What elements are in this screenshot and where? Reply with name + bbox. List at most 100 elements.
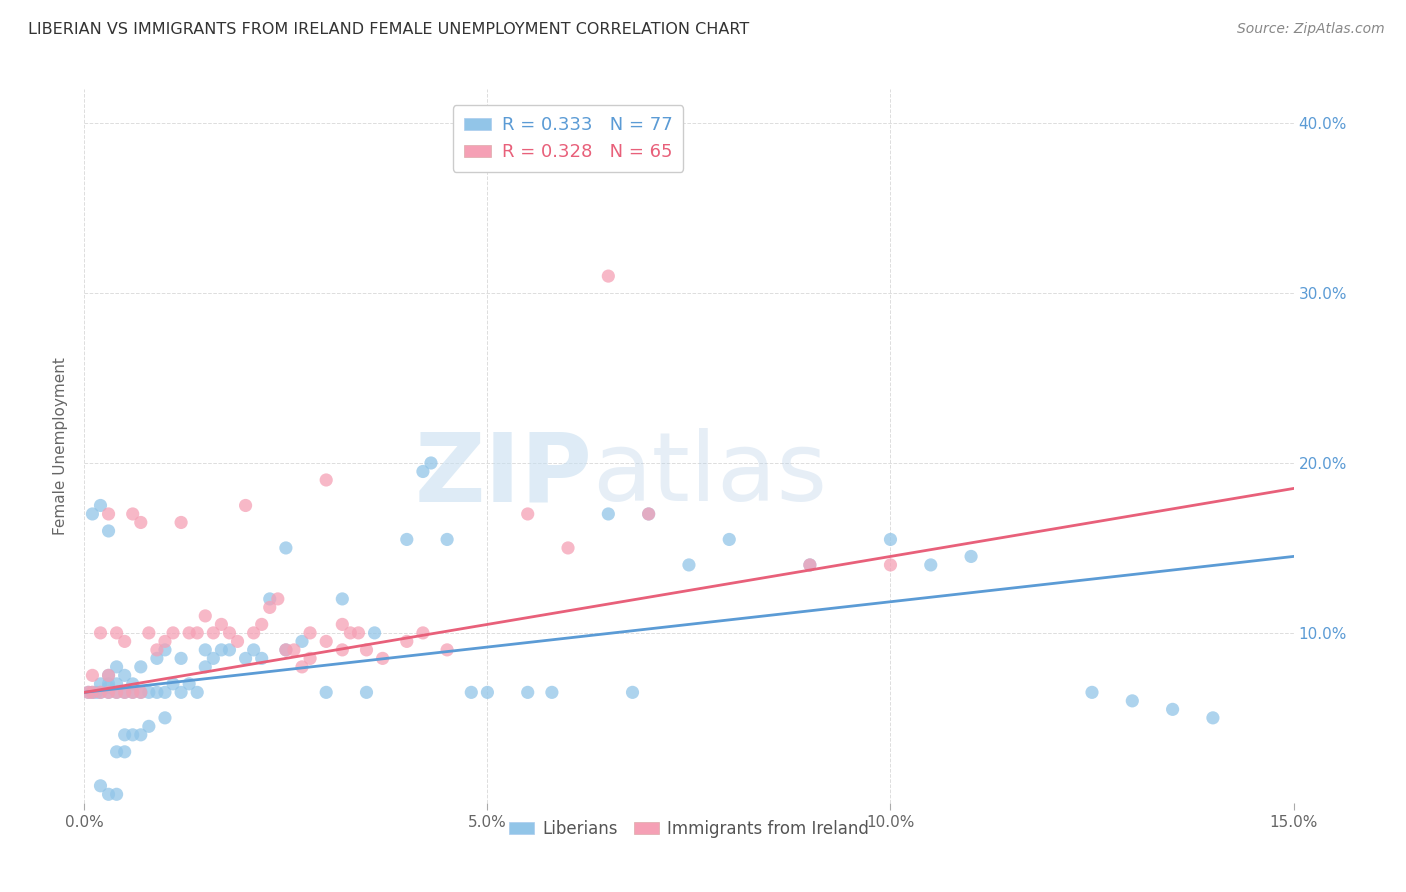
Point xyxy=(436,533,458,547)
Point xyxy=(226,634,249,648)
Point xyxy=(250,651,273,665)
Point xyxy=(105,787,128,801)
Point xyxy=(267,591,290,606)
Point xyxy=(339,626,361,640)
Point xyxy=(146,651,169,665)
Point xyxy=(356,685,378,699)
Point xyxy=(89,779,111,793)
Point xyxy=(121,728,143,742)
Point xyxy=(315,473,337,487)
Point xyxy=(89,685,111,699)
Point xyxy=(105,685,128,699)
Point xyxy=(97,685,120,699)
Point xyxy=(97,668,120,682)
Point xyxy=(170,685,193,699)
Point xyxy=(114,685,136,699)
Point xyxy=(105,685,128,699)
Point xyxy=(105,660,128,674)
Point xyxy=(105,677,128,691)
Point xyxy=(82,685,104,699)
Point xyxy=(153,685,176,699)
Point xyxy=(97,680,120,694)
Point xyxy=(194,660,217,674)
Point xyxy=(371,651,394,665)
Point xyxy=(114,745,136,759)
Point xyxy=(170,516,193,530)
Point xyxy=(97,524,120,538)
Point xyxy=(621,685,644,699)
Point xyxy=(637,507,659,521)
Point xyxy=(598,269,620,284)
Point xyxy=(97,787,120,801)
Point xyxy=(274,541,297,555)
Point xyxy=(153,643,176,657)
Point xyxy=(82,668,104,682)
Point xyxy=(194,643,217,657)
Point xyxy=(259,600,281,615)
Point xyxy=(395,634,418,648)
Point xyxy=(1202,711,1225,725)
Point xyxy=(395,533,418,547)
Point xyxy=(89,685,111,699)
Point xyxy=(82,685,104,699)
Point xyxy=(89,626,111,640)
Point xyxy=(718,533,741,547)
Point xyxy=(114,634,136,648)
Point xyxy=(557,541,579,555)
Point xyxy=(242,643,264,657)
Point xyxy=(202,651,225,665)
Point xyxy=(436,643,458,657)
Point xyxy=(86,685,108,699)
Point xyxy=(146,643,169,657)
Point xyxy=(1121,694,1143,708)
Point xyxy=(420,456,443,470)
Point xyxy=(77,685,100,699)
Point xyxy=(274,643,297,657)
Point xyxy=(121,677,143,691)
Point xyxy=(637,507,659,521)
Point xyxy=(541,685,564,699)
Point xyxy=(477,685,499,699)
Text: atlas: atlas xyxy=(592,428,827,521)
Point xyxy=(153,634,176,648)
Point xyxy=(299,626,322,640)
Point xyxy=(242,626,264,640)
Point xyxy=(138,719,160,733)
Point xyxy=(250,617,273,632)
Point xyxy=(516,507,538,521)
Point xyxy=(89,499,111,513)
Point xyxy=(129,728,152,742)
Y-axis label: Female Unemployment: Female Unemployment xyxy=(53,357,69,535)
Point xyxy=(138,626,160,640)
Point xyxy=(960,549,983,564)
Point xyxy=(162,677,184,691)
Point xyxy=(218,626,240,640)
Point xyxy=(121,685,143,699)
Point xyxy=(129,685,152,699)
Point xyxy=(330,617,353,632)
Point xyxy=(209,643,232,657)
Text: LIBERIAN VS IMMIGRANTS FROM IRELAND FEMALE UNEMPLOYMENT CORRELATION CHART: LIBERIAN VS IMMIGRANTS FROM IRELAND FEMA… xyxy=(28,22,749,37)
Point xyxy=(146,685,169,699)
Point xyxy=(179,677,201,691)
Point xyxy=(291,634,314,648)
Point xyxy=(235,651,257,665)
Point xyxy=(129,660,152,674)
Point xyxy=(105,626,128,640)
Text: Source: ZipAtlas.com: Source: ZipAtlas.com xyxy=(1237,22,1385,37)
Point xyxy=(162,626,184,640)
Point xyxy=(799,558,821,572)
Point xyxy=(412,626,434,640)
Point xyxy=(356,643,378,657)
Point xyxy=(114,728,136,742)
Point xyxy=(330,591,353,606)
Point xyxy=(105,745,128,759)
Point xyxy=(315,634,337,648)
Point xyxy=(121,685,143,699)
Point xyxy=(218,643,240,657)
Point xyxy=(138,685,160,699)
Point xyxy=(114,668,136,682)
Point xyxy=(186,626,208,640)
Point xyxy=(77,685,100,699)
Point xyxy=(186,685,208,699)
